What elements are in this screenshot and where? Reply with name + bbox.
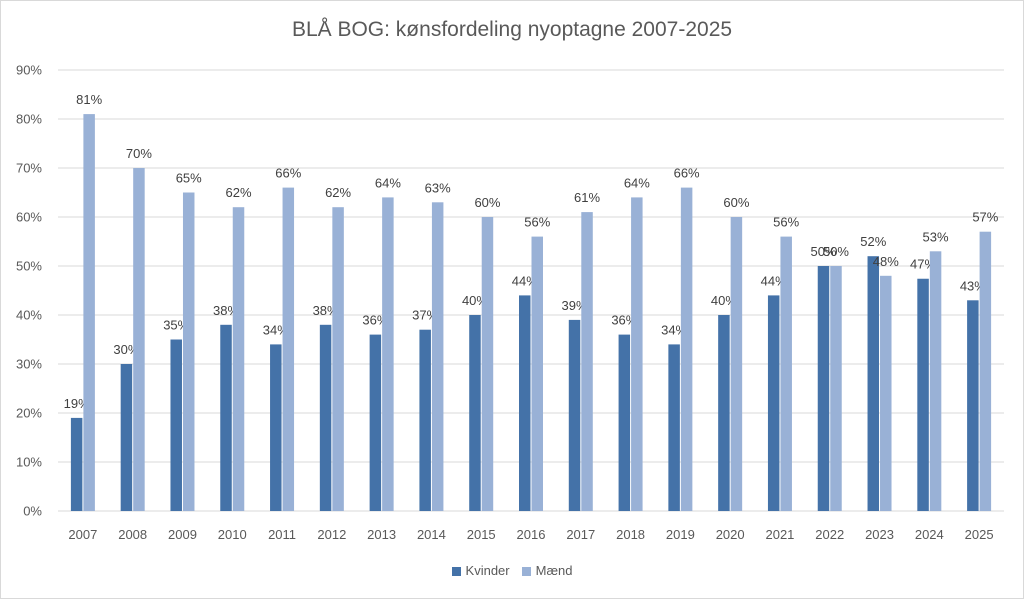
bar-mænd xyxy=(631,197,643,511)
bar-kvinder xyxy=(767,295,780,511)
x-tick-label: 2016 xyxy=(517,527,546,542)
x-tick-label: 2009 xyxy=(168,527,197,542)
bar-mænd xyxy=(581,212,593,511)
x-tick-label: 2008 xyxy=(118,527,147,542)
bar-mænd xyxy=(133,168,145,511)
bar-kvinder xyxy=(718,315,730,511)
chart-title: BLÅ BOG: kønsfordeling nyoptagne 2007-20… xyxy=(291,18,733,41)
legend-item: Kvinder xyxy=(451,563,510,578)
bar-kvinder xyxy=(568,319,581,511)
x-tick-label: 2007 xyxy=(68,527,97,542)
data-label: 62% xyxy=(225,185,251,200)
bar-kvinder xyxy=(917,278,929,511)
bar-kvinder xyxy=(170,339,182,511)
x-tick-label: 2014 xyxy=(417,527,446,542)
bar-kvinder xyxy=(220,324,232,511)
y-tick-label: 40% xyxy=(16,308,42,323)
x-tick-label: 2018 xyxy=(616,527,645,542)
bar-mænd xyxy=(929,251,942,512)
data-label: 56% xyxy=(524,215,550,230)
x-tick-label: 2023 xyxy=(865,527,894,542)
y-tick-label: 50% xyxy=(16,259,42,274)
x-tick-label: 2022 xyxy=(815,527,844,542)
bar-kvinder xyxy=(270,344,282,511)
bar-kvinder xyxy=(967,300,979,511)
x-tick-label: 2017 xyxy=(566,527,595,542)
bar-kvinder xyxy=(618,334,631,511)
legend-label: Mænd xyxy=(535,563,573,578)
bar-mænd xyxy=(182,192,195,511)
bar-mænd xyxy=(730,217,743,511)
x-tick-label: 2024 xyxy=(915,527,944,542)
y-tick-label: 80% xyxy=(16,112,42,127)
data-label: 63% xyxy=(425,180,451,195)
data-label: 53% xyxy=(923,229,949,244)
bar-mænd xyxy=(880,275,892,511)
data-label: 64% xyxy=(624,175,650,190)
bar-kvinder xyxy=(120,364,133,511)
data-label: 50% xyxy=(823,244,849,259)
x-tick-label: 2013 xyxy=(367,527,396,542)
y-tick-label: 70% xyxy=(16,161,42,176)
bar-kvinder xyxy=(519,295,531,511)
data-label: 60% xyxy=(474,195,500,210)
bar-mænd xyxy=(979,231,992,511)
chart-legend: Kvinder Mænd xyxy=(0,563,1024,578)
x-tick-label: 2021 xyxy=(765,527,794,542)
bar-kvinder xyxy=(70,417,83,511)
legend-label: Kvinder xyxy=(465,563,510,578)
y-tick-label: 90% xyxy=(16,63,42,78)
data-label: 61% xyxy=(574,190,600,205)
x-tick-label: 2012 xyxy=(317,527,346,542)
bar-mænd xyxy=(232,207,245,511)
data-label: 64% xyxy=(375,175,401,190)
bar-kvinder xyxy=(817,266,830,511)
legend-item: Mænd xyxy=(521,563,573,578)
bar-mænd xyxy=(282,187,295,511)
x-tick-label: 2020 xyxy=(716,527,745,542)
bar-mænd xyxy=(830,266,842,511)
data-label: 56% xyxy=(773,215,799,230)
y-tick-label: 60% xyxy=(16,210,42,225)
data-label: 48% xyxy=(873,254,899,269)
bar-mænd xyxy=(431,202,444,512)
data-label: 66% xyxy=(275,166,301,181)
bar-kvinder xyxy=(469,315,481,511)
bar-kvinder xyxy=(369,334,382,511)
bar-mænd xyxy=(531,236,543,511)
bar-mænd xyxy=(481,217,494,511)
y-tick-label: 30% xyxy=(16,357,42,372)
bar-kvinder xyxy=(867,256,880,511)
bar-mænd xyxy=(83,114,95,511)
legend-swatch xyxy=(451,567,461,576)
legend-swatch xyxy=(521,567,531,576)
data-label: 81% xyxy=(76,92,102,107)
x-tick-label: 2010 xyxy=(218,527,247,542)
data-label: 62% xyxy=(325,185,351,200)
y-tick-label: 20% xyxy=(16,406,42,421)
bar-mænd xyxy=(332,207,344,511)
bar-kvinder xyxy=(668,344,680,511)
data-label: 70% xyxy=(126,146,152,161)
data-label: 57% xyxy=(972,210,998,225)
data-label: 50% xyxy=(810,244,836,259)
data-label: 65% xyxy=(176,171,202,186)
x-tick-label: 2019 xyxy=(666,527,695,542)
bar-mænd xyxy=(680,187,693,511)
data-label: 66% xyxy=(674,166,700,181)
x-tick-label: 2015 xyxy=(467,527,496,542)
bar-kvinder xyxy=(319,324,332,511)
y-tick-label: 0% xyxy=(23,504,42,519)
data-label: 60% xyxy=(723,195,749,210)
bar-kvinder xyxy=(419,329,431,511)
x-tick-label: 2011 xyxy=(268,527,296,542)
x-tick-label: 2025 xyxy=(965,527,994,542)
bar-mænd xyxy=(382,197,394,511)
y-tick-label: 10% xyxy=(16,455,42,470)
bar-mænd xyxy=(780,236,792,511)
data-label: 52% xyxy=(860,234,886,249)
